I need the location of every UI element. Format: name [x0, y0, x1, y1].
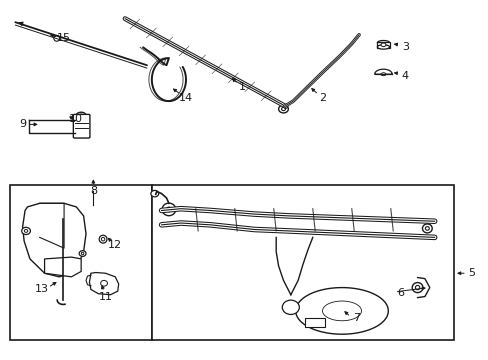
- Ellipse shape: [282, 300, 299, 315]
- Text: 6: 6: [396, 288, 403, 298]
- Text: 9: 9: [19, 120, 26, 129]
- Text: 4: 4: [401, 71, 408, 81]
- Polygon shape: [22, 203, 86, 277]
- Text: 3: 3: [401, 42, 408, 52]
- Text: 1: 1: [238, 82, 245, 92]
- Ellipse shape: [151, 190, 158, 197]
- Ellipse shape: [81, 252, 83, 255]
- Text: 14: 14: [179, 93, 193, 103]
- Polygon shape: [374, 69, 391, 74]
- Ellipse shape: [380, 73, 385, 76]
- Ellipse shape: [101, 237, 104, 241]
- Ellipse shape: [24, 229, 28, 232]
- Bar: [10, 185, 152, 339]
- Ellipse shape: [380, 43, 385, 46]
- Ellipse shape: [411, 283, 422, 293]
- Ellipse shape: [76, 112, 86, 119]
- Ellipse shape: [79, 251, 86, 256]
- Text: 7: 7: [352, 313, 360, 323]
- FancyBboxPatch shape: [73, 114, 90, 138]
- Text: 8: 8: [90, 186, 97, 196]
- Polygon shape: [44, 257, 81, 277]
- Text: 13: 13: [35, 284, 49, 294]
- Ellipse shape: [166, 207, 171, 212]
- Ellipse shape: [54, 36, 60, 41]
- Text: 5: 5: [467, 268, 474, 278]
- Text: 10: 10: [69, 114, 83, 124]
- Ellipse shape: [281, 107, 285, 111]
- Bar: [305, 318, 325, 327]
- Ellipse shape: [99, 235, 107, 243]
- Polygon shape: [295, 288, 387, 334]
- Text: 12: 12: [108, 239, 122, 249]
- Ellipse shape: [278, 105, 288, 113]
- Ellipse shape: [425, 226, 428, 230]
- Ellipse shape: [101, 280, 107, 286]
- Ellipse shape: [377, 41, 389, 45]
- Text: 2: 2: [318, 93, 325, 103]
- Ellipse shape: [422, 224, 431, 233]
- Ellipse shape: [21, 227, 30, 234]
- Ellipse shape: [415, 285, 419, 290]
- Text: 11: 11: [98, 292, 112, 302]
- Text: 15: 15: [57, 33, 71, 43]
- Bar: [152, 185, 453, 339]
- Ellipse shape: [162, 203, 175, 216]
- Polygon shape: [89, 273, 119, 295]
- Ellipse shape: [377, 45, 389, 49]
- Ellipse shape: [79, 114, 83, 117]
- Bar: [377, 42, 389, 48]
